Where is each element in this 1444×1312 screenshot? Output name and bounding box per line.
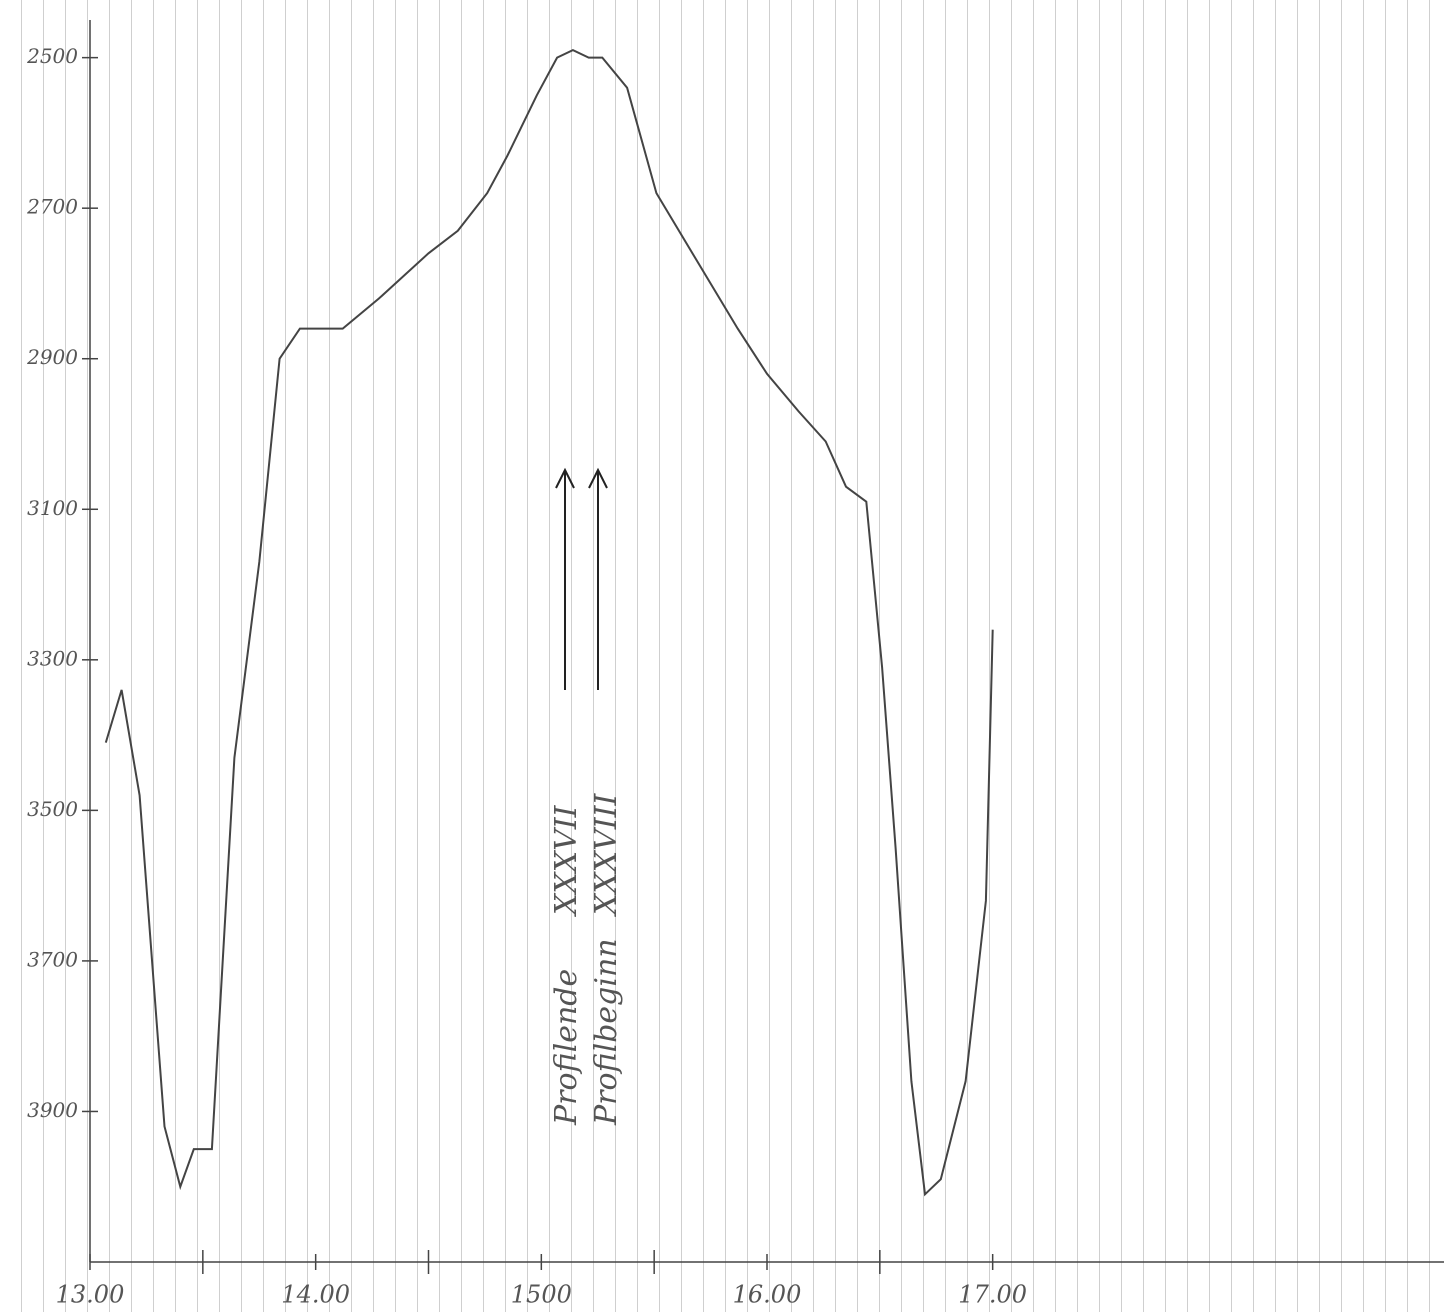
annotation: XXXVII — [549, 804, 584, 917]
annotation: Profilende — [549, 969, 584, 1126]
y-tick-label: 3100 — [27, 496, 78, 520]
y-tick-label: 3700 — [27, 947, 78, 971]
x-tick-label: 17.00 — [958, 1281, 1027, 1309]
annotation: XXXVIII — [589, 793, 624, 917]
arrow-head — [555, 467, 575, 489]
data-line — [104, 48, 994, 1197]
y-tick-label: 3900 — [27, 1098, 78, 1122]
annotation: Profilbeginn — [589, 938, 624, 1126]
x-tick-label: 13.00 — [56, 1281, 125, 1309]
x-tick-label: 16.00 — [733, 1281, 802, 1309]
x-tick-label: 1500 — [511, 1281, 572, 1309]
arrow-head — [588, 467, 608, 489]
y-tick-label: 3500 — [27, 797, 78, 821]
y-tick-label: 2700 — [26, 195, 78, 219]
y-tick-label: 2500 — [26, 44, 78, 68]
y-tick-label: 3300 — [27, 646, 78, 670]
y-tick-label: 2900 — [26, 345, 78, 369]
x-tick-label: 14.00 — [281, 1281, 350, 1309]
